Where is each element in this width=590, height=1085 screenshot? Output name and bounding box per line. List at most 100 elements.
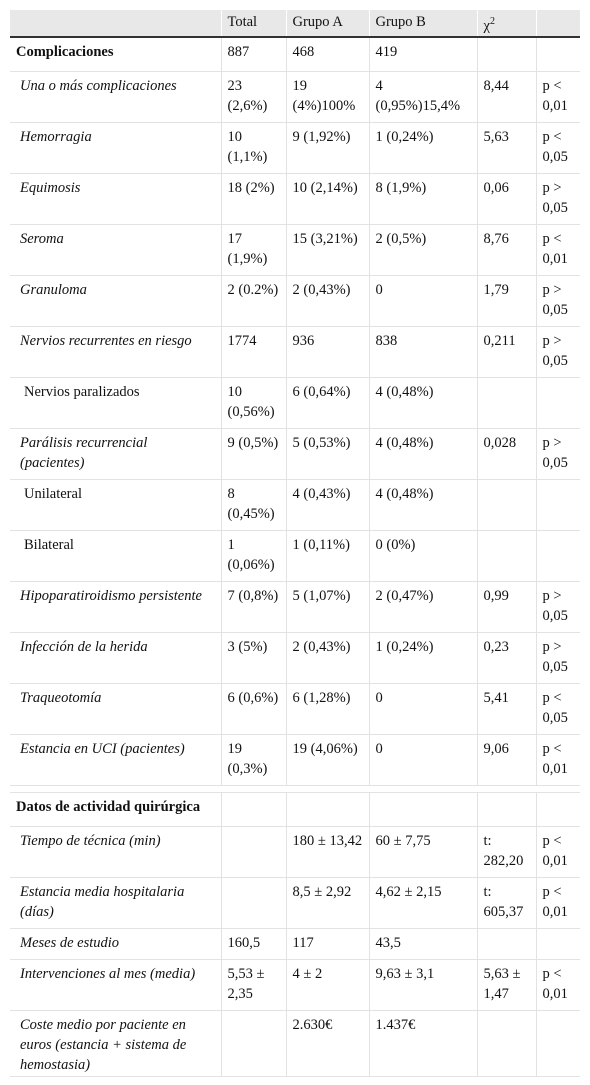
cell [221, 826, 287, 878]
data-row: Granuloma 2 (0.2%) 2 (0,43%) 0 1,79 p > 0,05 [10, 275, 580, 327]
cell: 9,63 ± 3,1 [369, 959, 478, 1011]
data-row: Una o más complicaciones 23 (2,6%) 19 (4%)… [10, 71, 580, 123]
cell: p > 0,05 [536, 428, 580, 480]
cell: 19 (4%)100% [286, 71, 370, 123]
data-row: Hemorragia 10 (1,1%) 9 (1,92%) 1 (0,24%) 5,6… [10, 122, 580, 174]
row-label: Estancia media hospitalaria (días) [10, 877, 222, 929]
row-label: Infección de la herida [10, 632, 222, 684]
header-cell: Grupo B [369, 10, 478, 38]
cell: 1774 [221, 326, 287, 378]
cell: 9 (0,5%) [221, 428, 287, 480]
cell [536, 928, 580, 960]
row-label: Meses de estudio [10, 928, 222, 960]
cell: 15 (3,21%) [286, 224, 370, 276]
cell: 0 [369, 275, 478, 327]
cell: 4,62 ± 2,15 [369, 877, 478, 929]
section-cell: 468 [286, 36, 370, 72]
cell: 1,79 [477, 275, 537, 327]
cell: 10 (1,1%) [221, 122, 287, 174]
row-label: Traqueotomía [10, 683, 222, 735]
section-cell [536, 792, 580, 827]
cell: 117 [286, 928, 370, 960]
row-label: Equimosis [10, 173, 222, 225]
cell: p < 0,01 [536, 959, 580, 1011]
cell: p < 0,01 [536, 224, 580, 276]
section-cell: Datos de actividad quirúrgica [10, 792, 222, 827]
data-row: Infección de la herida 3 (5%) 2 (0,43%) 1 (… [10, 632, 580, 684]
data-row: Coste medio por paciente en euros (estan… [10, 1010, 580, 1077]
cell [477, 377, 537, 429]
row-label: Intervenciones al mes (media) [10, 959, 222, 1011]
cell: 1 (0,06%) [221, 530, 287, 582]
cell: 8,76 [477, 224, 537, 276]
data-row: Nervios recurrentes en riesgo 1774 936 838 0… [10, 326, 580, 378]
cell: p > 0,05 [536, 326, 580, 378]
cell [221, 877, 287, 929]
cell: 1 (0,11%) [286, 530, 370, 582]
cell: p > 0,05 [536, 173, 580, 225]
cell: 1 (0,24%) [369, 122, 478, 174]
header-cell: Grupo A [286, 10, 370, 38]
data-row: Seroma 17 (1,9%) 15 (3,21%) 2 (0,5%) 8,76 p <… [10, 224, 580, 276]
data-row: Unilateral 8 (0,45%) 4 (0,43%) 4 (0,48%) [10, 479, 580, 531]
cell [221, 1010, 287, 1077]
data-row: Meses de estudio 160,5 117 43,5 [10, 928, 580, 960]
row-label: Unilateral [10, 479, 222, 531]
cell [477, 530, 537, 582]
cell: 7 (0,8%) [221, 581, 287, 633]
data-row: Intervenciones al mes (media) 5,53 ± 2,35… [10, 959, 580, 1011]
cell: 3 (5%) [221, 632, 287, 684]
spacer-cell [10, 785, 580, 793]
cell: 2 (0,43%) [286, 275, 370, 327]
section-row: Complicaciones 887 468 419 [10, 36, 580, 72]
row-label: Seroma [10, 224, 222, 276]
header-cell: χ2 [477, 10, 537, 38]
cell: 0,99 [477, 581, 537, 633]
data-row: Bilateral 1 (0,06%) 1 (0,11%) 0 (0%) [10, 530, 580, 582]
section-cell [536, 36, 580, 72]
chi-superscript: 2 [489, 16, 495, 27]
row-label: Hemorragia [10, 122, 222, 174]
cell: 5,63 ± 1,47 [477, 959, 537, 1011]
row-label: Granuloma [10, 275, 222, 327]
cell: 0,06 [477, 173, 537, 225]
cell: 1 (0,24%) [369, 632, 478, 684]
section-cell: 419 [369, 36, 478, 72]
cell: 2 (0.2%) [221, 275, 287, 327]
cell: 43,5 [369, 928, 478, 960]
cell: 5 (0,53%) [286, 428, 370, 480]
cell: 9,06 [477, 734, 537, 786]
cell: 0,028 [477, 428, 537, 480]
cell: p > 0,05 [536, 632, 580, 684]
cell: 160,5 [221, 928, 287, 960]
chi-symbol: χ [483, 17, 490, 34]
cell: 8 (0,45%) [221, 479, 287, 531]
cell: p < 0,01 [536, 71, 580, 123]
data-row: Hipoparatiroidismo persistente 7 (0,8%) 5 … [10, 581, 580, 633]
row-label: Una o más complicaciones [10, 71, 222, 123]
section-cell [221, 792, 287, 827]
cell: 0,23 [477, 632, 537, 684]
row-label: Nervios paralizados [10, 377, 222, 429]
row-label: Hipoparatiroidismo persistente [10, 581, 222, 633]
data-row: Equimosis 18 (2%) 10 (2,14%) 8 (1,9%) 0,06 p … [10, 173, 580, 225]
cell: 0 (0%) [369, 530, 478, 582]
cell: 6 (0,6%) [221, 683, 287, 735]
cell: 4 (0,43%) [286, 479, 370, 531]
row-label: Nervios recurrentes en riesgo [10, 326, 222, 378]
cell: p < 0,01 [536, 734, 580, 786]
cell [477, 928, 537, 960]
cell: 5 (1,07%) [286, 581, 370, 633]
cell: 2 (0,47%) [369, 581, 478, 633]
cell: p < 0,05 [536, 683, 580, 735]
cell: 8,5 ± 2,92 [286, 877, 370, 929]
section-cell: 887 [221, 36, 287, 72]
cell [536, 377, 580, 429]
cell: 2.630€ [286, 1010, 370, 1077]
cell: 5,63 [477, 122, 537, 174]
data-row: Parálisis recurrencial (pacientes) 9 (0,5… [10, 428, 580, 480]
cell: 9 (1,92%) [286, 122, 370, 174]
cell: 6 (1,28%) [286, 683, 370, 735]
cell: 180 ± 13,42 [286, 826, 370, 878]
section-cell [286, 792, 370, 827]
